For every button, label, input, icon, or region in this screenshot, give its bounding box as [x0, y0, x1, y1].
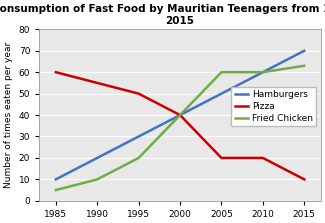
Fried Chicken — [95, 178, 99, 181]
Hamburgers — [95, 157, 99, 159]
Line: Hamburgers: Hamburgers — [56, 51, 304, 179]
Hamburgers — [219, 92, 223, 95]
Hamburgers — [302, 50, 306, 52]
Pizza — [54, 71, 58, 74]
Fried Chicken — [178, 114, 182, 116]
Fried Chicken — [261, 71, 265, 74]
Title: Consumption of Fast Food by Mauritian Teenagers from 1985 to
2015: Consumption of Fast Food by Mauritian Te… — [0, 4, 325, 26]
Fried Chicken — [219, 71, 223, 74]
Pizza — [178, 114, 182, 116]
Line: Fried Chicken: Fried Chicken — [56, 66, 304, 190]
Fried Chicken — [54, 189, 58, 191]
Line: Pizza: Pizza — [56, 72, 304, 179]
Y-axis label: Number of times eaten per year: Number of times eaten per year — [4, 42, 13, 188]
Hamburgers — [178, 114, 182, 116]
Legend: Hamburgers, Pizza, Fried Chicken: Hamburgers, Pizza, Fried Chicken — [231, 87, 316, 126]
Fried Chicken — [137, 157, 141, 159]
Pizza — [261, 157, 265, 159]
Pizza — [219, 157, 223, 159]
Hamburgers — [261, 71, 265, 74]
Fried Chicken — [302, 64, 306, 67]
Pizza — [302, 178, 306, 181]
Hamburgers — [54, 178, 58, 181]
Pizza — [137, 92, 141, 95]
Hamburgers — [137, 135, 141, 138]
Pizza — [95, 82, 99, 84]
